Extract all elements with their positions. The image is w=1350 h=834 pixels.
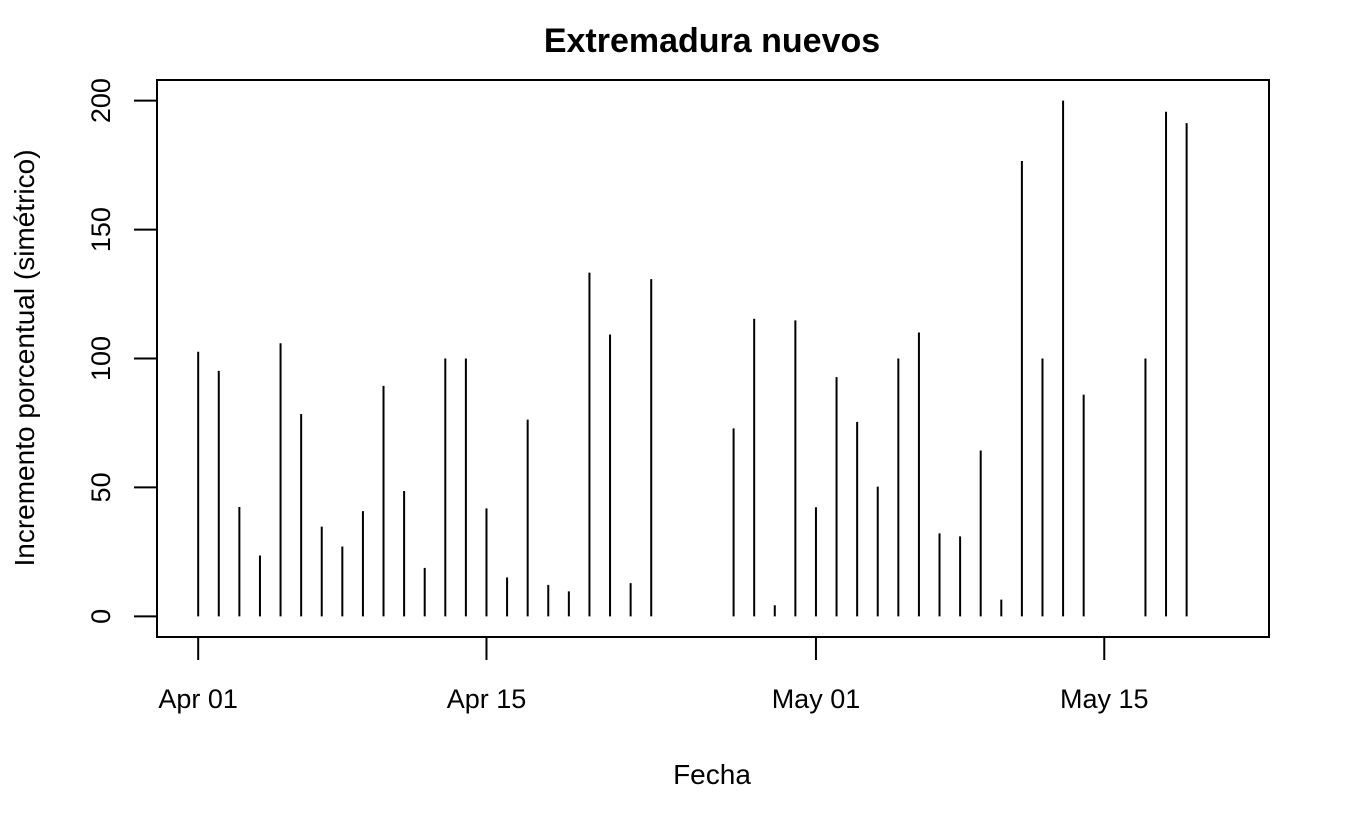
x-axis: Apr 01 Apr 15 May 01 May 15 (158, 636, 1149, 714)
y-tick-label: 150 (86, 207, 116, 252)
plot-frame (156, 79, 1270, 638)
y-axis-label: Incremento porcentual (simétrico) (9, 149, 40, 566)
y-tick-label: 0 (86, 609, 116, 624)
chart-title: Extremadura nuevos (544, 22, 880, 60)
x-axis-label: Fecha (673, 759, 751, 790)
y-tick-label: 200 (86, 78, 116, 123)
y-axis: 0 50 100 150 200 (86, 78, 158, 624)
y-tick-label: 100 (86, 336, 116, 381)
x-tick-label: May 15 (1060, 684, 1149, 714)
data-series (197, 100, 1188, 617)
y-tick-label: 50 (86, 472, 116, 502)
x-tick-label: Apr 15 (447, 684, 527, 714)
x-tick-label: May 01 (772, 684, 861, 714)
x-tick-label: Apr 01 (158, 684, 238, 714)
